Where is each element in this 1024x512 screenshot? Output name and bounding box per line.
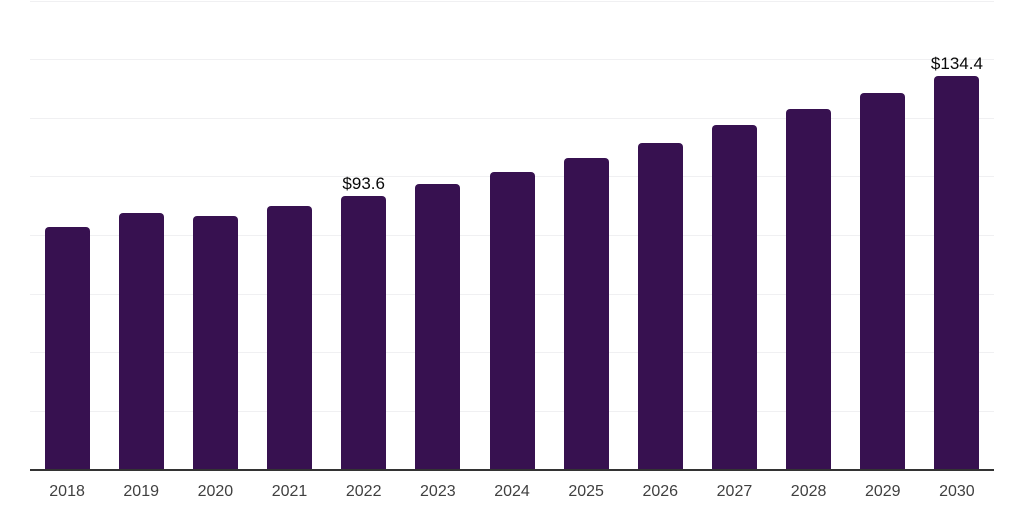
gridline (30, 59, 994, 61)
bar-2021 (267, 205, 313, 470)
gridline (30, 0, 994, 2)
bar-2018 (44, 226, 90, 470)
x-tick-label: 2019 (123, 483, 159, 500)
gridline (30, 117, 994, 119)
x-tick-label: 2021 (271, 483, 308, 500)
bar-2030 (934, 76, 980, 470)
x-tick-label: 2029 (864, 483, 901, 500)
bar-2025 (563, 157, 609, 470)
bar-2019 (118, 212, 164, 470)
x-axis-line (30, 469, 994, 471)
x-tick-label: 2026 (642, 483, 679, 500)
x-tick-label: 2027 (716, 483, 753, 500)
bar-2023 (415, 183, 461, 470)
x-tick-label: 2025 (568, 483, 604, 500)
bar-2024 (489, 171, 535, 470)
x-tick-label: 2022 (345, 483, 382, 500)
bar-2020 (192, 215, 238, 470)
x-tick-label: 2020 (197, 483, 234, 500)
x-tick-label: 2024 (494, 483, 530, 500)
bar-2022 (341, 195, 387, 470)
bar-2029 (860, 92, 906, 470)
bar-2028 (786, 108, 832, 470)
bar-2026 (637, 142, 683, 470)
data-label: $134.4 (930, 54, 983, 74)
bar-2027 (711, 124, 757, 470)
data-label: $93.6 (342, 173, 385, 193)
x-tick-label: 2028 (790, 483, 827, 500)
x-tick-label: 2030 (939, 483, 975, 500)
x-tick-label: 2018 (49, 483, 85, 500)
x-tick-label: 2023 (420, 483, 456, 500)
